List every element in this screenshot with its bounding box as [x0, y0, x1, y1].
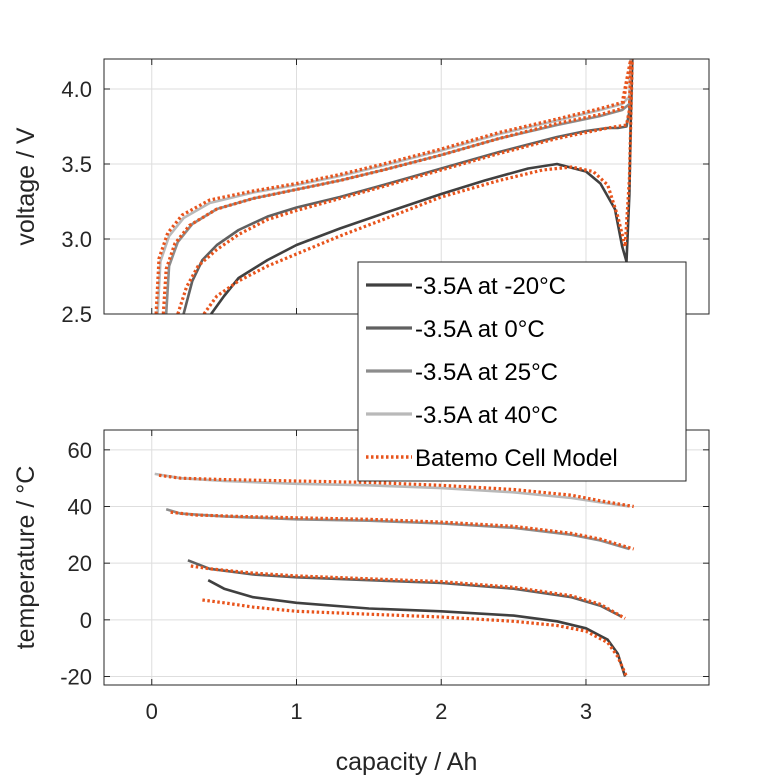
voltage-grid	[104, 59, 709, 315]
legend-entry-label: -3.5A at 25°C	[415, 359, 558, 386]
voltage-series	[154, 59, 634, 314]
voltage-ytick-label: 2.5	[61, 302, 92, 327]
voltage-axes: 2.5 3.0 3.5 4.0 voltage / V	[12, 58, 710, 327]
temperature-xtick-label: 3	[580, 699, 592, 724]
legend-box	[357, 261, 687, 482]
legend: -3.5A at -20°C -3.5A at 0°C -3.5A at 25°C -…	[357, 261, 687, 482]
temperature-xtick-label: 2	[435, 699, 447, 724]
voltage-series-line-7	[154, 59, 633, 314]
temperature-series-line-6	[170, 510, 635, 551]
voltage-ytick-label: 3.5	[61, 152, 92, 177]
temperature-series	[154, 472, 635, 678]
temperature-series-line-3	[154, 472, 630, 508]
temperature-series-line-7	[158, 473, 634, 509]
legend-entry-label: Batemo Cell Model	[415, 445, 618, 472]
voltage-ytick-label: 4.0	[61, 77, 92, 102]
temperature-ytick-label: 40	[68, 495, 92, 520]
temperature-xtick-label: 0	[146, 699, 158, 724]
temperature-series-line-5	[190, 564, 626, 620]
temperature-ytick-label: 0	[80, 608, 92, 633]
temperature-axes: 0 1 2 3 -20 0 20 40 60 temperature / °C capacity…	[12, 429, 710, 776]
legend-entry-label: -3.5A at -20°C	[415, 273, 566, 300]
temperature-series-line-4	[202, 598, 628, 678]
voltage-ytick-label: 3.0	[61, 227, 92, 252]
legend-entry-label: -3.5A at 40°C	[415, 402, 558, 429]
temperature-ytick-label: 20	[68, 551, 92, 576]
temperature-series-line-0	[207, 579, 627, 677]
temperature-ylabel: temperature / °C	[12, 466, 40, 650]
capacity-xlabel: capacity / Ah	[336, 748, 478, 776]
voltage-series-line-5	[176, 59, 633, 314]
temperature-ytick-label: 60	[68, 438, 92, 463]
temperature-xtick-label: 1	[290, 699, 302, 724]
voltage-series-line-4	[202, 59, 634, 314]
temperature-ytick-label: -20	[60, 665, 92, 690]
legend-entry-label: -3.5A at 0°C	[415, 316, 545, 343]
temperature-ticks: 0 1 2 3 -20 0 20 40 60	[60, 430, 709, 724]
voltage-ylabel: voltage / V	[12, 127, 40, 245]
